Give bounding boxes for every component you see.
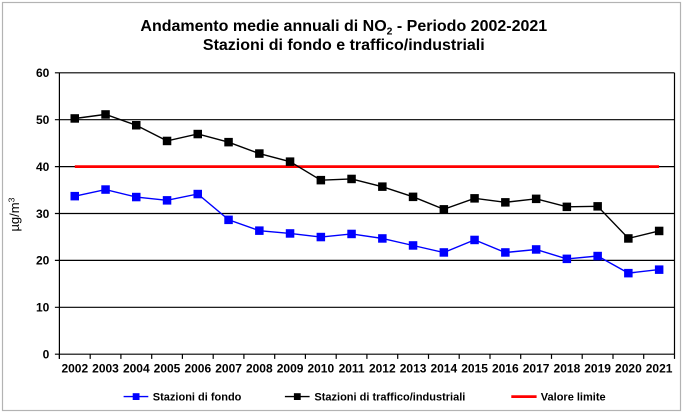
svg-text:50: 50 [36, 113, 50, 127]
svg-text:40: 40 [36, 160, 50, 174]
svg-text:2011: 2011 [339, 362, 365, 376]
svg-text:60: 60 [36, 66, 50, 80]
svg-text:2010: 2010 [307, 362, 334, 376]
svg-text:2017: 2017 [523, 362, 550, 376]
svg-text:2014: 2014 [430, 362, 457, 376]
svg-text:Stazioni di fondo: Stazioni di fondo [153, 391, 242, 403]
svg-text:2007: 2007 [215, 362, 242, 376]
svg-text:10: 10 [36, 301, 50, 315]
svg-text:2009: 2009 [277, 362, 304, 376]
svg-text:0: 0 [43, 348, 50, 362]
svg-text:2003: 2003 [92, 362, 119, 376]
svg-text:2016: 2016 [492, 362, 519, 376]
svg-text:2019: 2019 [584, 362, 611, 376]
svg-text:2018: 2018 [554, 362, 581, 376]
svg-text:µg/m3: µg/m3 [7, 197, 22, 231]
svg-text:Stazioni di fondo e traffico/i: Stazioni di fondo e traffico/industriali [203, 37, 485, 54]
svg-text:Stazioni di traffico/industria: Stazioni di traffico/industriali [314, 391, 465, 403]
svg-text:2012: 2012 [369, 362, 396, 376]
svg-text:2005: 2005 [154, 362, 181, 376]
svg-text:2013: 2013 [400, 362, 427, 376]
svg-text:2021: 2021 [646, 362, 673, 376]
svg-text:2002: 2002 [61, 362, 88, 376]
svg-text:2008: 2008 [246, 362, 273, 376]
svg-text:2006: 2006 [184, 362, 211, 376]
svg-text:Valore limite: Valore limite [541, 391, 606, 403]
svg-text:2015: 2015 [461, 362, 488, 376]
svg-text:30: 30 [36, 207, 50, 221]
svg-text:2020: 2020 [615, 362, 642, 376]
svg-text:20: 20 [36, 254, 50, 268]
svg-text:Andamento medie annuali di NO2: Andamento medie annuali di NO2 - Periodo… [140, 18, 547, 37]
svg-text:2004: 2004 [123, 362, 150, 376]
